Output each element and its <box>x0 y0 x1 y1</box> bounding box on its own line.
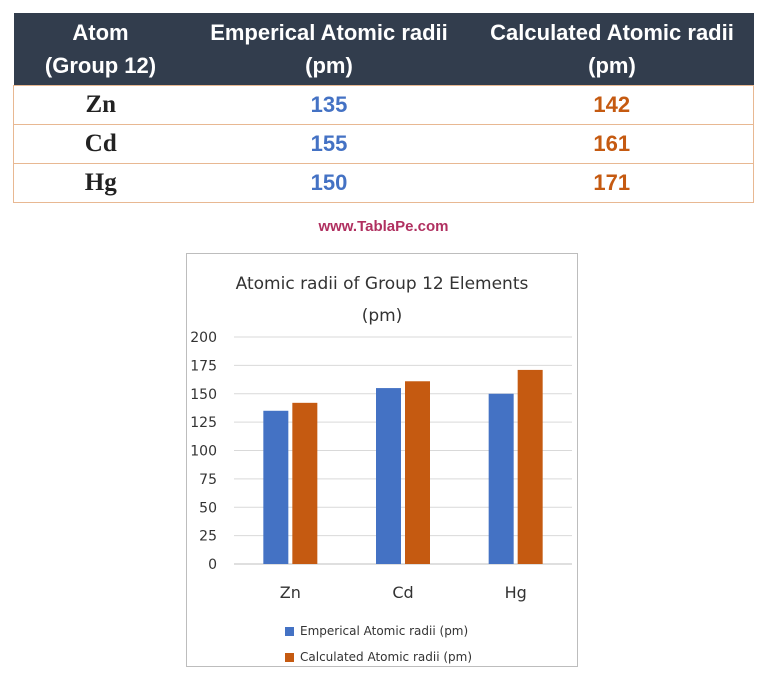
bar-cd-series-1 <box>376 388 401 564</box>
legend-swatch-empirical <box>285 626 294 636</box>
cell-atom: Zn <box>13 85 188 125</box>
chart-title-line: (pm) <box>361 306 403 326</box>
y-tick-label: 175 <box>190 358 217 374</box>
cell-calculated: 142 <box>470 85 754 125</box>
bar-hg-series-2 <box>517 369 543 564</box>
cell-empirical: 155 <box>187 124 471 164</box>
table-row: Hg 150 171 <box>13 163 754 203</box>
legend-label: Emperical Atomic radii (pm) <box>300 624 469 638</box>
x-tick-label: Hg <box>505 583 527 602</box>
header-line: (pm) <box>305 53 353 78</box>
chart-legend: Emperical Atomic radii (pm) Calculated A… <box>285 618 472 670</box>
y-tick-label: 125 <box>190 415 217 431</box>
chart-plot-area: 0 25 50 75 100 125 150 175 200 Zn Cd Hg <box>190 330 572 602</box>
header-calculated: Calculated Atomic radii (pm) <box>470 13 754 86</box>
y-tick-label: 200 <box>190 330 217 346</box>
header-line: Calculated Atomic radii <box>490 20 734 45</box>
bar-zn-series-1 <box>263 410 289 564</box>
chart-title: Atomic radii of Group 12 Elements (pm) <box>187 268 577 332</box>
cell-empirical: 150 <box>187 163 471 203</box>
cell-empirical: 135 <box>187 85 471 125</box>
table-row: Cd 155 161 <box>13 124 754 164</box>
cell-atom: Hg <box>13 163 188 203</box>
cell-calculated: 171 <box>470 163 754 203</box>
table-header-row: Atom (Group 12) Emperical Atomic radii (… <box>13 13 754 86</box>
header-empirical: Emperical Atomic radii (pm) <box>187 13 471 86</box>
y-tick-label: 75 <box>199 472 217 488</box>
x-tick-label: Zn <box>280 583 301 602</box>
y-tick-label: 100 <box>190 444 217 460</box>
bar-chart: Atomic radii of Group 12 Elements (pm) 0… <box>186 253 578 667</box>
cell-calculated: 161 <box>470 124 754 164</box>
bar-cd-series-2 <box>405 381 430 564</box>
y-tick-label: 25 <box>199 529 217 545</box>
legend-swatch-calculated <box>285 652 294 662</box>
header-line: (Group 12) <box>44 53 157 78</box>
watermark-link[interactable]: www.TablaPe.com <box>318 218 449 235</box>
cell-atom: Cd <box>13 124 188 164</box>
y-tick-label: 150 <box>190 387 217 403</box>
y-tick-label: 0 <box>208 557 217 573</box>
header-atom: Atom (Group 12) <box>13 13 188 86</box>
table-row: Zn 135 142 <box>13 85 754 125</box>
legend-label: Calculated Atomic radii (pm) <box>300 650 473 664</box>
chart-title-line: Atomic radii of Group 12 Elements <box>235 274 529 294</box>
x-tick-label: Cd <box>392 583 413 602</box>
header-line: Atom <box>72 20 129 45</box>
legend-item-empirical: Emperical Atomic radii (pm) <box>285 618 472 644</box>
data-table: Atom (Group 12) Emperical Atomic radii (… <box>13 13 754 203</box>
header-line: Emperical Atomic radii <box>210 20 448 45</box>
bar-zn-series-2 <box>292 402 318 564</box>
y-tick-label: 50 <box>199 500 217 516</box>
bar-hg-series-1 <box>488 393 514 564</box>
legend-item-calculated: Calculated Atomic radii (pm) <box>285 644 472 670</box>
header-line: (pm) <box>588 53 636 78</box>
